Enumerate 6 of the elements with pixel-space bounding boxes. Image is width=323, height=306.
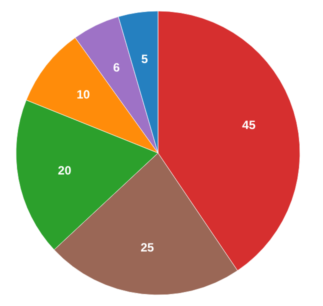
data-label: 10 xyxy=(76,87,90,102)
data-label: 20 xyxy=(58,163,72,178)
data-label: 25 xyxy=(140,240,154,254)
data-label: 6 xyxy=(113,60,120,75)
data-label: 5 xyxy=(141,52,148,66)
data-label: 45 xyxy=(242,118,256,132)
